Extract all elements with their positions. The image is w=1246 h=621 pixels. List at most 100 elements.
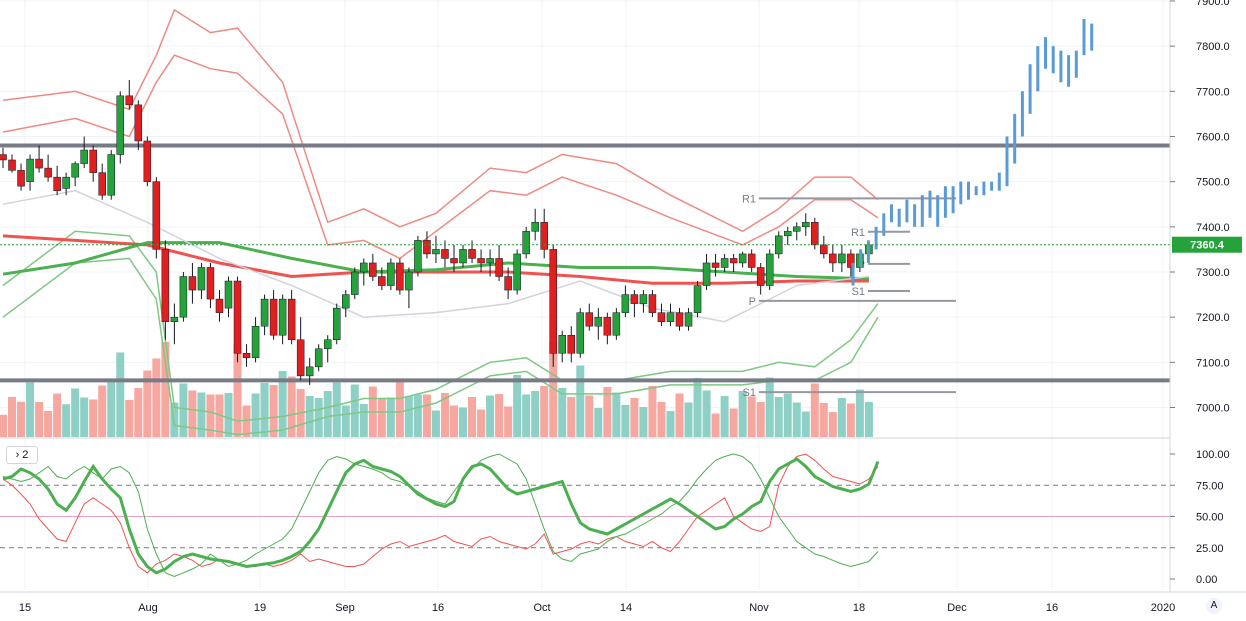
candle-body (811, 222, 819, 246)
volume-bar (80, 397, 89, 437)
pivot-label: P (749, 296, 756, 308)
candle-body (233, 280, 242, 354)
candle-body (738, 253, 747, 264)
volume-bar (522, 394, 531, 437)
candle-body (576, 312, 585, 354)
candle-body (820, 244, 828, 255)
volume-bar (188, 390, 197, 437)
price-tick-label: 7600.0 (1196, 131, 1230, 143)
volume-bar (558, 388, 567, 437)
volume-bar (8, 396, 17, 437)
candle-body (711, 262, 720, 268)
oscillator-tick-label: 100.00 (1196, 449, 1230, 461)
time-tick-label: Oct (533, 602, 550, 614)
candle-body (215, 298, 224, 313)
price-tick-label: 7400.0 (1196, 222, 1230, 234)
volume-bar (107, 380, 116, 437)
volume-bar (648, 386, 657, 437)
volume-bar (170, 402, 179, 437)
time-tick-label: 16 (432, 602, 444, 614)
pane-collapse-button[interactable]: › 2 (6, 446, 38, 464)
volume-bar (693, 378, 702, 437)
volume-bar (468, 397, 477, 437)
candle-body (188, 276, 197, 291)
candle-body (161, 249, 170, 322)
candle-body (89, 149, 97, 173)
candle-body (323, 339, 332, 350)
volume-bar (747, 396, 756, 437)
candle-body (468, 249, 476, 259)
volume-bar (711, 413, 720, 437)
volume-bar (269, 385, 278, 437)
candle-body (802, 222, 810, 228)
price-tick-label: 7200.0 (1196, 312, 1230, 324)
oscillator-tick-label: 75.00 (1196, 480, 1224, 492)
candle-body (278, 298, 287, 336)
candle-body (567, 334, 576, 354)
volume-bar (17, 401, 26, 437)
price-tick-label: 7500.0 (1196, 177, 1230, 189)
volume-bar (846, 403, 855, 437)
candle-body (522, 231, 530, 255)
pivot-label: R1 (851, 227, 865, 239)
chevron-right-icon: › (15, 449, 20, 461)
band-line (2, 230, 879, 422)
time-tick-label: 19 (254, 602, 266, 614)
volume-bar (801, 411, 810, 437)
time-tick-label: 15 (19, 602, 31, 614)
candle-body (432, 249, 440, 255)
volume-bar (143, 370, 152, 437)
volume-bar (855, 389, 864, 437)
candle-body (513, 253, 521, 291)
volume-bar (224, 393, 233, 437)
candle-body (107, 154, 115, 196)
oscillator-pane (0, 437, 1170, 578)
candle-body (396, 262, 404, 291)
volume-bar (792, 402, 801, 437)
volume-bar (567, 397, 576, 437)
volume-bar (702, 390, 711, 437)
volume-bar (657, 402, 666, 437)
candle-body (53, 176, 61, 191)
volume-bar (89, 399, 98, 437)
volume-bar (53, 393, 62, 437)
volume-bar (413, 394, 422, 437)
price-tick-label: 7700.0 (1196, 86, 1230, 98)
candle-body (80, 149, 88, 164)
volume-bar (576, 365, 585, 437)
time-tick-label: 16 (1046, 602, 1058, 614)
candle-body (558, 334, 566, 354)
candle-body (44, 167, 52, 178)
volume-bar (44, 411, 53, 437)
volume-bar (152, 358, 161, 437)
candle-body (179, 276, 188, 318)
volume-bar (639, 407, 648, 437)
volume-bar (431, 410, 440, 437)
candle-body (224, 280, 233, 309)
candle-body (260, 298, 269, 327)
candle-body (829, 253, 837, 264)
volume-bar (549, 342, 558, 437)
volume-bar (323, 391, 332, 437)
volume-bar (242, 405, 251, 437)
candle-body (269, 298, 278, 336)
last-price-badge (1172, 236, 1242, 253)
volume-bar (305, 396, 314, 437)
candle-body (838, 253, 846, 264)
candle-body (540, 222, 548, 250)
horizontal-levels (0, 143, 1170, 383)
volume-bar (134, 388, 143, 437)
oscillator-tick-label: 50.00 (1196, 512, 1224, 524)
auto-scale-button[interactable]: A (1206, 598, 1222, 614)
candle-body (847, 253, 855, 268)
volume-bar (35, 402, 44, 437)
volume-bar (585, 395, 594, 437)
candle-body (134, 104, 143, 142)
candles[interactable] (0, 80, 873, 385)
volume-bar (386, 397, 395, 437)
moving-average-line (2, 234, 869, 285)
grid (0, 0, 1170, 590)
pivot-label: S1 (852, 286, 865, 298)
